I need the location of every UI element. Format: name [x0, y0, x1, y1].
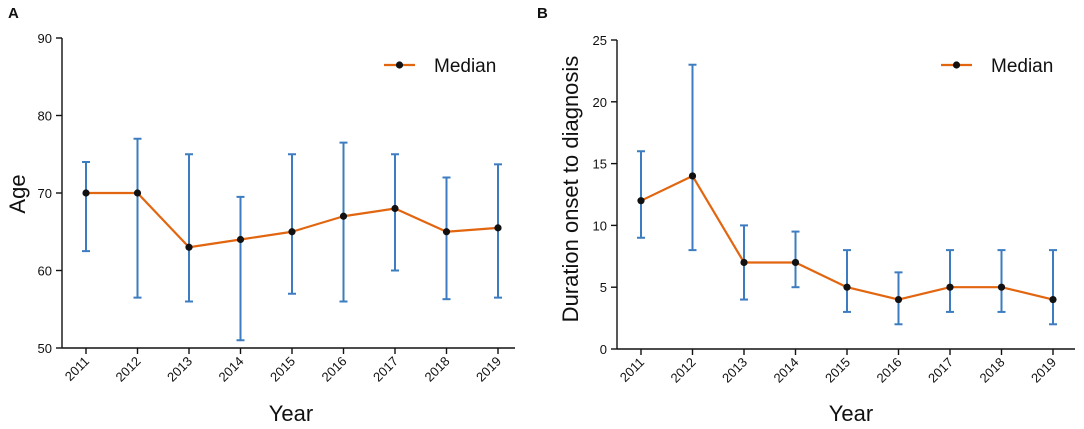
panel-a-median-point — [133, 189, 142, 197]
panel-b-series-median — [637, 63, 1057, 326]
panel-b-duration-chart: B Duration onset to diagnosis Year Media… — [537, 5, 1075, 426]
panel-a-y-axis-label: Age — [5, 174, 30, 213]
panel-b-x-tick-label: 2011 — [617, 355, 647, 385]
panel-b-legend-marker — [952, 61, 961, 69]
panel-a-legend-marker — [395, 61, 404, 69]
panel-b-error-bar — [946, 249, 954, 313]
panel-a-legend-label: Median — [434, 56, 496, 77]
panel-a-x-tick-label: 2018 — [422, 354, 453, 385]
panel-b-median-point — [997, 283, 1006, 291]
panel-a-error-bar — [288, 153, 296, 295]
panel-b-x-tick-label: 2019 — [1028, 355, 1059, 386]
panel-a-median-point — [339, 212, 348, 220]
panel-b-median-point — [637, 197, 645, 205]
panel-b-median-point — [740, 258, 748, 267]
panel-a-y-tick-label: 60 — [38, 264, 52, 279]
panel-a-age-chart: A Age Year Median 50 60 70 80 90 2011 2012 2013… — [5, 5, 515, 426]
panel-b-y-tick-label: 5 — [600, 280, 607, 295]
panel-a-error-bar — [82, 161, 90, 253]
panel-a-median-point — [185, 243, 193, 251]
panel-b-y-tick-label: 10 — [593, 218, 607, 233]
panel-b-error-bar — [688, 63, 697, 252]
panel-a-axes: 50 60 70 80 90 2011 2012 2013 2014 2015 2016 2017 20… — [38, 31, 515, 385]
panel-b-x-tick-label: 2013 — [719, 355, 750, 386]
panel-b-median-point — [688, 172, 697, 180]
panel-a-series-median — [82, 137, 502, 342]
panel-b-error-bar — [1049, 249, 1057, 326]
panel-a-y-tick-label: 80 — [38, 109, 52, 124]
panel-a-y-tick-label: 50 — [38, 341, 52, 356]
panel-b-x-tick-label: 2014 — [771, 355, 802, 386]
panel-b-x-tick-label: 2012 — [668, 355, 699, 386]
panel-a-median-point — [391, 204, 399, 213]
panel-b-x-tick-label: 2016 — [874, 355, 905, 386]
panel-a-median-point — [288, 228, 296, 236]
panel-a-error-bar — [236, 195, 245, 342]
panel-b-x-tick-label: 2018 — [977, 355, 1008, 386]
panel-b-median-point — [843, 283, 851, 291]
panel-b-x-axis-label: Year — [829, 401, 873, 426]
panel-a-y-tick-label: 70 — [38, 186, 52, 201]
panel-b-legend-label: Median — [991, 56, 1053, 77]
panel-b-median-point — [791, 258, 800, 267]
panel-b-axes: 0 5 10 15 20 25 2011 2012 2013 2014 2015 2016 2017 20… — [593, 33, 1075, 386]
panel-a-x-tick-label: 2015 — [267, 354, 298, 385]
panel-b-letter: B — [537, 5, 548, 22]
panel-a-x-tick-label: 2017 — [370, 354, 401, 385]
panel-a-x-axis-label: Year — [269, 401, 313, 426]
panel-a-x-tick-label: 2012 — [113, 354, 144, 385]
panel-a-median-point — [82, 189, 90, 197]
panel-b-error-bar — [637, 150, 645, 239]
panel-b-y-tick-label: 25 — [593, 33, 607, 48]
panel-a-legend: Median — [384, 56, 496, 77]
panel-b-y-axis-label: Duration onset to diagnosis — [558, 56, 583, 323]
panel-b-y-tick-label: 0 — [600, 342, 607, 357]
panel-a-x-tick-label: 2011 — [62, 354, 92, 384]
panel-a-error-bar — [133, 137, 142, 299]
panel-a-median-point — [442, 228, 451, 236]
panel-b-error-bar — [997, 249, 1006, 313]
panel-b-y-tick-label: 20 — [593, 95, 607, 110]
panel-b-x-tick-label: 2017 — [925, 355, 956, 386]
panel-a-error-bar — [391, 153, 399, 272]
panel-b-x-tick-label: 2015 — [822, 355, 853, 386]
panel-a-median-point — [494, 224, 502, 232]
panel-a-letter: A — [8, 5, 19, 22]
panel-b-median-point — [946, 283, 954, 291]
panel-b-y-tick-label: 15 — [593, 157, 607, 172]
panel-a-y-tick-label: 90 — [38, 31, 52, 46]
panel-a-error-bar — [185, 153, 193, 303]
panel-b-error-bar — [843, 249, 851, 313]
panel-b-median-point — [1049, 295, 1057, 304]
panel-b-legend: Median — [941, 56, 1053, 77]
panel-a-error-bar — [339, 141, 348, 303]
panel-b-median-point — [894, 295, 903, 304]
panel-a-x-tick-label: 2014 — [216, 354, 247, 385]
panel-a-x-tick-label: 2013 — [164, 354, 195, 385]
panel-a-median-point — [236, 235, 245, 244]
panel-a-error-bar — [442, 176, 451, 301]
panel-a-x-tick-label: 2019 — [473, 354, 504, 385]
panel-a-x-tick-label: 2016 — [319, 354, 350, 385]
